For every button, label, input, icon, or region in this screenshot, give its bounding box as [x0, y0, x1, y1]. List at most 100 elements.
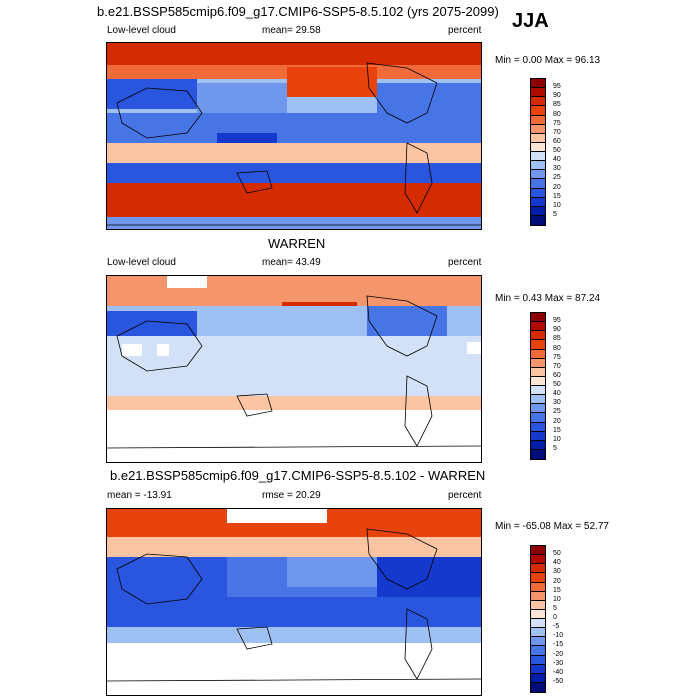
colorbar-tick-label: 80 [553, 110, 561, 118]
colorbar-segment [531, 404, 545, 414]
colorbar-segment [531, 546, 545, 556]
colorbar-segment [531, 449, 545, 459]
colorbar-tick-label: 10 [553, 201, 561, 209]
panel3-rmse-label: rmse = 20.29 [262, 490, 321, 501]
colorbar-segment [531, 413, 545, 423]
colorbar-segment [531, 395, 545, 405]
panel3-title: b.e21.BSSP585cmip6.f09_g17.CMIP6-SSP5-8.… [110, 468, 486, 483]
colorbar-tick-label: 30 [553, 165, 561, 173]
colorbar-tick-label: -5 [553, 623, 560, 631]
colorbar-segment [531, 358, 545, 368]
colorbar-segment [531, 115, 545, 125]
colorbar-segment [531, 609, 545, 619]
colorbar-segment [531, 152, 545, 162]
colorbar-segment [531, 376, 545, 386]
colorbar-segment [531, 88, 545, 98]
panel2-minmax: Min = 0.43 Max = 87.24 [495, 293, 601, 304]
colorbar-segment [531, 133, 545, 143]
colorbar-tick-label: 70 [553, 362, 561, 370]
main-title: b.e21.BSSP585cmip6.f09_g17.CMIP6-SSP5-8.… [97, 4, 499, 19]
colorbar-tick-label: -20 [553, 650, 564, 658]
colorbar-tick-label: 5 [553, 444, 557, 452]
colorbar-segment [531, 555, 545, 565]
colorbar-segment [531, 628, 545, 638]
panel3-minmax: Min = -65.08 Max = 52.77 [495, 521, 609, 532]
colorbar-segment [531, 573, 545, 583]
colorbar-tick-label: -10 [553, 632, 564, 640]
colorbar-tick-label: -30 [553, 659, 564, 667]
panel2-mean-label: mean= 43.49 [262, 257, 321, 268]
colorbar-tick-label: 85 [553, 101, 561, 109]
colorbar-tick-label: 20 [553, 417, 561, 425]
colorbar-tick-label: -40 [553, 668, 564, 676]
colorbar-segment [531, 386, 545, 396]
colorbar-tick-label: -50 [553, 677, 564, 685]
panel3-mean-label: mean = -13.91 [107, 490, 172, 501]
colorbar-segment [531, 673, 545, 683]
panel2-units-label: percent [448, 257, 482, 268]
colorbar-tick-label: 90 [553, 92, 561, 100]
panel1-variable-label: Low-level cloud [107, 25, 176, 36]
colorbar-tick-label: 80 [553, 344, 561, 352]
panel1-map [106, 42, 482, 230]
panel2-map [106, 275, 482, 463]
colorbar-segment [531, 646, 545, 656]
colorbar-segment [531, 331, 545, 341]
colorbar-tick-label: 40 [553, 156, 561, 164]
colorbar-segment [531, 619, 545, 629]
colorbar-tick-label: 75 [553, 353, 561, 361]
colorbar-segment [531, 188, 545, 198]
colorbar-segment [531, 170, 545, 180]
colorbar-tick-label: 25 [553, 408, 561, 416]
colorbar-tick-label: 90 [553, 326, 561, 334]
colorbar-segment [531, 664, 545, 674]
colorbar-segment [531, 142, 545, 152]
colorbar-tick-label: 15 [553, 586, 561, 594]
colorbar-tick-label: 5 [553, 210, 557, 218]
colorbar-segment [531, 79, 545, 89]
colorbar-tick-label: -15 [553, 641, 564, 649]
colorbar-tick-label: 5 [553, 604, 557, 612]
colorbar-tick-label: 85 [553, 335, 561, 343]
colorbar-tick-label: 60 [553, 371, 561, 379]
colorbar-segment [531, 197, 545, 207]
colorbar-segment [531, 422, 545, 432]
colorbar-segment [531, 349, 545, 359]
colorbar-tick-label: 60 [553, 137, 561, 145]
panel3-units-label: percent [448, 490, 482, 501]
colorbar-segment [531, 582, 545, 592]
panel1-mean-label: mean= 29.58 [262, 25, 321, 36]
colorbar-tick-label: 95 [553, 83, 561, 91]
colorbar-tick-label: 20 [553, 183, 561, 191]
colorbar-tick-label: 10 [553, 595, 561, 603]
colorbar-segment [531, 179, 545, 189]
colorbar-tick-label: 40 [553, 559, 561, 567]
colorbar-segment [531, 655, 545, 665]
panel1-minmax: Min = 0.00 Max = 96.13 [495, 55, 601, 66]
colorbar-segment [531, 682, 545, 692]
panel2-variable-label: Low-level cloud [107, 257, 176, 268]
panel1-colorbar [530, 78, 546, 226]
panel3-map [106, 508, 482, 696]
colorbar-tick-label: 95 [553, 317, 561, 325]
colorbar-segment [531, 591, 545, 601]
panel1-units-label: percent [448, 25, 482, 36]
colorbar-segment [531, 215, 545, 225]
colorbar-segment [531, 106, 545, 116]
colorbar-segment [531, 367, 545, 377]
colorbar-tick-label: 30 [553, 568, 561, 576]
colorbar-tick-label: 40 [553, 390, 561, 398]
colorbar-tick-label: 15 [553, 426, 561, 434]
colorbar-segment [531, 97, 545, 107]
panel3-colorbar [530, 545, 546, 693]
colorbar-segment [531, 206, 545, 216]
colorbar-segment [531, 161, 545, 171]
panel2-colorbar [530, 312, 546, 460]
colorbar-segment [531, 600, 545, 610]
colorbar-tick-label: 30 [553, 399, 561, 407]
colorbar-tick-label: 50 [553, 550, 561, 558]
colorbar-tick-label: 70 [553, 128, 561, 136]
colorbar-segment [531, 440, 545, 450]
colorbar-tick-label: 75 [553, 119, 561, 127]
colorbar-tick-label: 0 [553, 614, 557, 621]
